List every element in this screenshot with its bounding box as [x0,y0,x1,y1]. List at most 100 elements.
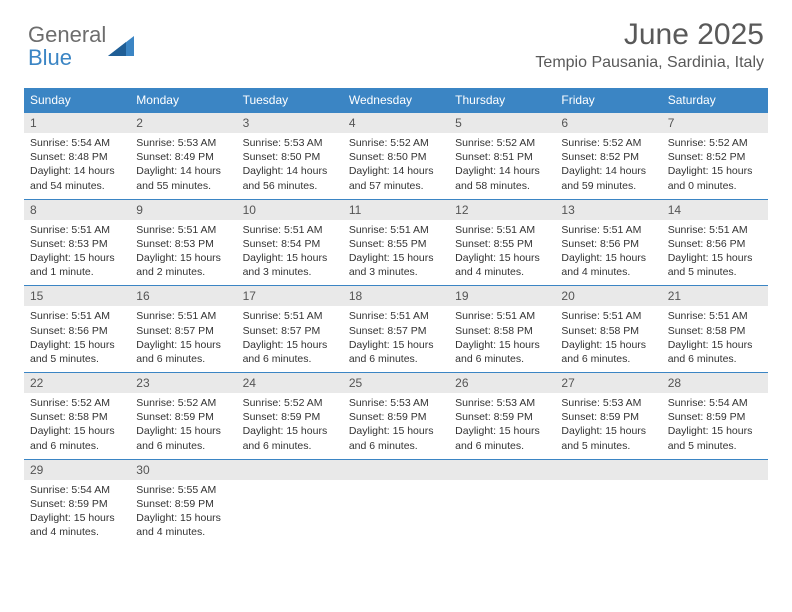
day-line-sunrise: Sunrise: 5:51 AM [668,223,762,237]
day-line-sunrise: Sunrise: 5:52 AM [349,136,443,150]
day-number: 16 [130,286,236,306]
day-line-day1: Daylight: 14 hours [243,164,337,178]
day-line-day1: Daylight: 15 hours [668,424,762,438]
day-line-day2: and 58 minutes. [455,179,549,193]
day-line-day1: Daylight: 15 hours [30,251,124,265]
day-line-sunrise: Sunrise: 5:51 AM [455,223,549,237]
day-line-day2: and 6 minutes. [455,352,549,366]
day-line-day2: and 6 minutes. [349,439,443,453]
day-line-sunrise: Sunrise: 5:51 AM [30,309,124,323]
day-line-sunrise: Sunrise: 5:51 AM [136,223,230,237]
day-number: 21 [662,286,768,306]
day-number: 24 [237,373,343,393]
day-line-day2: and 0 minutes. [668,179,762,193]
day-line-day2: and 1 minute. [30,265,124,279]
day-number: 10 [237,200,343,220]
empty-cell [555,459,661,546]
day-line-sunrise: Sunrise: 5:51 AM [561,223,655,237]
day-content: Sunrise: 5:51 AMSunset: 8:58 PMDaylight:… [662,306,768,366]
day-number: 13 [555,200,661,220]
day-line-day1: Daylight: 15 hours [30,424,124,438]
day-line-sunrise: Sunrise: 5:53 AM [349,396,443,410]
day-line-sunrise: Sunrise: 5:51 AM [455,309,549,323]
dow-header: Wednesday [343,88,449,112]
day-cell: 12Sunrise: 5:51 AMSunset: 8:55 PMDayligh… [449,199,555,286]
day-number: 26 [449,373,555,393]
day-line-day2: and 6 minutes. [455,439,549,453]
day-line-sunrise: Sunrise: 5:54 AM [30,136,124,150]
day-line-sunrise: Sunrise: 5:52 AM [136,396,230,410]
day-cell: 26Sunrise: 5:53 AMSunset: 8:59 PMDayligh… [449,372,555,459]
day-line-day1: Daylight: 15 hours [30,338,124,352]
day-line-sunset: Sunset: 8:59 PM [243,410,337,424]
day-line-day1: Daylight: 15 hours [668,251,762,265]
day-number: 4 [343,113,449,133]
logo-triangle-icon [108,34,138,60]
day-cell: 18 Sunrise: 5:51 AMSunset: 8:57 PMDayligh… [343,285,449,372]
day-content: Sunrise: 5:51 AMSunset: 8:58 PMDaylight:… [449,306,555,366]
day-line-day1: Daylight: 15 hours [349,251,443,265]
day-line-sunrise: Sunrise: 5:51 AM [136,309,230,323]
day-number: 12 [449,200,555,220]
empty-cell [237,459,343,546]
day-line-sunset: Sunset: 8:50 PM [243,150,337,164]
day-line-sunset: Sunset: 8:59 PM [30,497,124,511]
dow-header: Sunday [24,88,130,112]
day-line-day2: and 6 minutes. [243,352,337,366]
day-content: Sunrise: 5:51 AMSunset: 8:53 PMDaylight:… [24,220,130,280]
day-cell: 7Sunrise: 5:52 AMSunset: 8:52 PMDaylight… [662,112,768,199]
logo-text-wrap: General Blue [28,24,106,70]
day-content: Sunrise: 5:55 AMSunset: 8:59 PMDaylight:… [130,480,236,540]
day-content: Sunrise: 5:51 AMSunset: 8:55 PMDaylight:… [449,220,555,280]
empty-daynum [449,460,555,480]
day-line-day1: Daylight: 15 hours [455,251,549,265]
day-line-day1: Daylight: 15 hours [561,251,655,265]
day-line-day2: and 3 minutes. [349,265,443,279]
logo-word-1: General [28,22,106,47]
day-number: 3 [237,113,343,133]
day-line-sunrise: Sunrise: 5:51 AM [349,309,443,323]
day-content: Sunrise: 5:51 AMSunset: 8:53 PMDaylight:… [130,220,236,280]
day-cell: 4Sunrise: 5:52 AMSunset: 8:50 PMDaylight… [343,112,449,199]
logo: General Blue [28,24,138,70]
day-line-sunset: Sunset: 8:59 PM [136,410,230,424]
day-cell: 21Sunrise: 5:51 AMSunset: 8:58 PMDayligh… [662,285,768,372]
day-cell: 19Sunrise: 5:51 AMSunset: 8:58 PMDayligh… [449,285,555,372]
day-content: Sunrise: 5:52 AMSunset: 8:50 PMDaylight:… [343,133,449,193]
day-line-sunrise: Sunrise: 5:51 AM [561,309,655,323]
day-number: 28 [662,373,768,393]
dow-header: Saturday [662,88,768,112]
day-line-day1: Daylight: 15 hours [561,338,655,352]
day-line-sunset: Sunset: 8:56 PM [561,237,655,251]
day-cell: 28Sunrise: 5:54 AMSunset: 8:59 PMDayligh… [662,372,768,459]
day-line-day2: and 5 minutes. [561,439,655,453]
day-line-sunset: Sunset: 8:57 PM [349,324,443,338]
empty-daynum [343,460,449,480]
day-line-sunset: Sunset: 8:59 PM [561,410,655,424]
day-line-day1: Daylight: 15 hours [561,424,655,438]
day-cell: 10Sunrise: 5:51 AMSunset: 8:54 PMDayligh… [237,199,343,286]
day-line-day1: Daylight: 14 hours [30,164,124,178]
day-content: Sunrise: 5:53 AMSunset: 8:59 PMDaylight:… [343,393,449,453]
day-number: 18 [343,286,449,306]
day-line-day2: and 57 minutes. [349,179,443,193]
day-content: Sunrise: 5:51 AMSunset: 8:56 PMDaylight:… [555,220,661,280]
day-number: 9 [130,200,236,220]
day-line-day1: Daylight: 15 hours [455,424,549,438]
day-line-day1: Daylight: 15 hours [455,338,549,352]
day-line-day1: Daylight: 15 hours [349,338,443,352]
day-line-sunrise: Sunrise: 5:53 AM [455,396,549,410]
empty-cell [449,459,555,546]
day-cell: 22Sunrise: 5:52 AMSunset: 8:58 PMDayligh… [24,372,130,459]
day-number: 17 [237,286,343,306]
day-cell: 13Sunrise: 5:51 AMSunset: 8:56 PMDayligh… [555,199,661,286]
day-cell: 5Sunrise: 5:52 AMSunset: 8:51 PMDaylight… [449,112,555,199]
day-line-sunset: Sunset: 8:50 PM [349,150,443,164]
day-line-day2: and 55 minutes. [136,179,230,193]
day-cell: 24Sunrise: 5:52 AMSunset: 8:59 PMDayligh… [237,372,343,459]
empty-daynum [555,460,661,480]
day-content: Sunrise: 5:51 AMSunset: 8:55 PMDaylight:… [343,220,449,280]
day-cell: 27Sunrise: 5:53 AMSunset: 8:59 PMDayligh… [555,372,661,459]
day-content: Sunrise: 5:52 AMSunset: 8:58 PMDaylight:… [24,393,130,453]
day-line-sunset: Sunset: 8:52 PM [561,150,655,164]
